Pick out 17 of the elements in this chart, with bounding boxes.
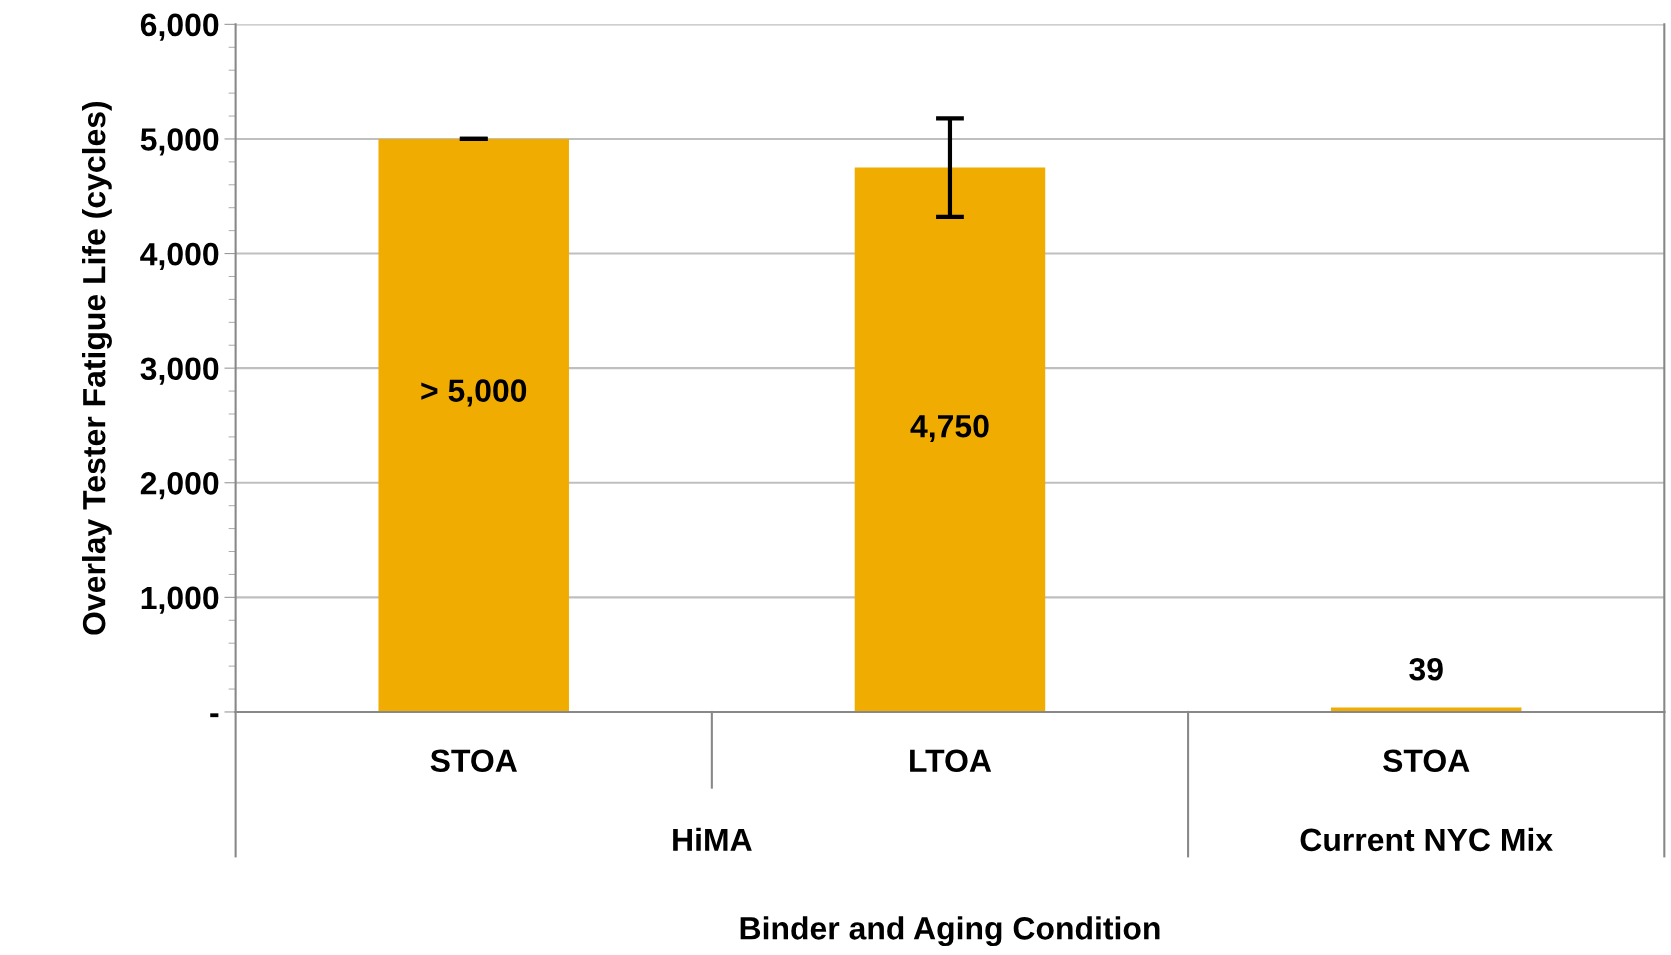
y-tick-label: - [210, 713, 219, 718]
y-tick-label: 3,000 [140, 357, 219, 385]
x-tick-label: STOA [430, 749, 517, 773]
data-label: 39 [1409, 657, 1443, 681]
x-tick-label: STOA [1383, 749, 1470, 773]
x-axis-title: Binder and Aging Condition [740, 916, 1160, 947]
y-tick-label: 5,000 [140, 128, 219, 156]
data-label: > 5,000 [421, 379, 527, 407]
text: Current NYC Mix [1300, 827, 1553, 852]
text: HiMA [673, 827, 752, 851]
y-tick-label: 6,000 [140, 13, 219, 41]
x-tick-label: LTOA [910, 749, 992, 773]
y-tick-label: 2,000 [140, 472, 219, 500]
y-tick-label: 4,000 [140, 242, 219, 271]
y-tick-label: 1,000 [141, 586, 219, 614]
y-axis-title: Overlay Tester Fatigue Life (cycles) [82, 101, 112, 635]
data-label: 4,750 [910, 414, 989, 443]
